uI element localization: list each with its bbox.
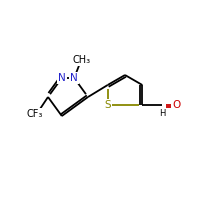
Text: CF₃: CF₃ [27,109,43,119]
Text: H: H [159,108,166,118]
Text: N: N [70,73,78,83]
Text: N: N [58,73,66,83]
Text: O: O [172,100,180,110]
Text: S: S [104,100,111,110]
Text: CH₃: CH₃ [72,55,90,65]
